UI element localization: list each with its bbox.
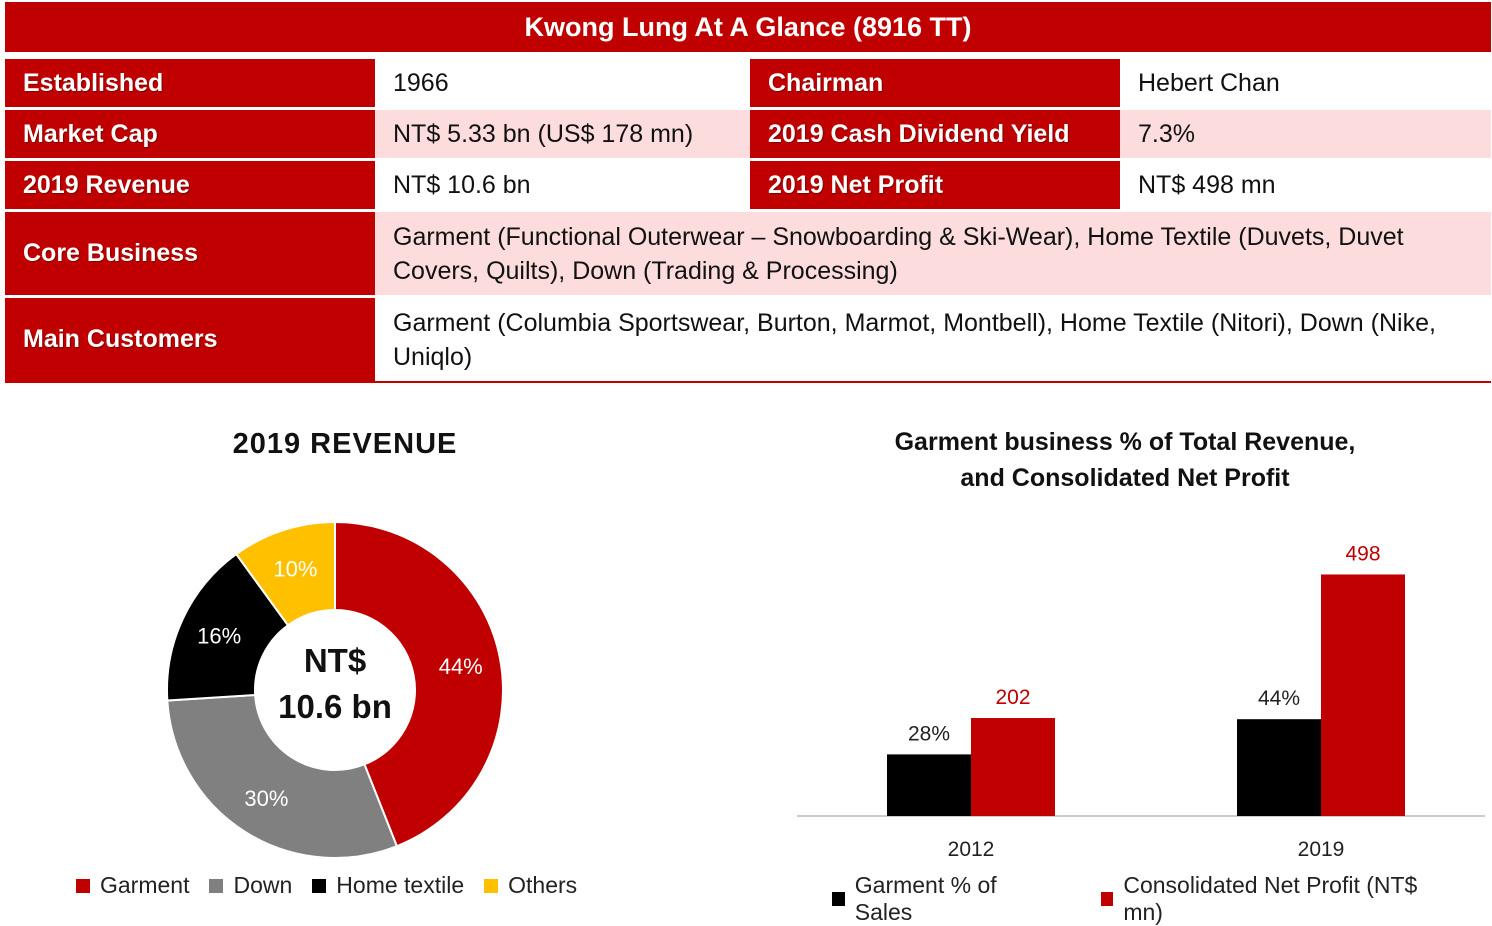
- donut-slice-label: 16%: [197, 624, 241, 649]
- legend-item-others: Others: [484, 872, 577, 899]
- bar-garment-of-sales-2019: [1237, 719, 1321, 816]
- donut-center-label-line1: NT$: [304, 642, 366, 679]
- bar-garment-of-sales-2012: [887, 754, 971, 816]
- garment-profit-bar-chart: 28% 202 2012 44% 498 2019: [797, 542, 1485, 861]
- core-business-value: Garment (Functional Outerwear – Snowboar…: [375, 212, 1491, 295]
- revenue-donut-chart: 44% 30% 16% 10% NT$ 10.6 bn: [166, 520, 504, 859]
- bar-data-label: 44%: [1258, 687, 1300, 710]
- net-profit-label: 2019 Net Profit: [750, 161, 1120, 209]
- x-tick-label: 2019: [1298, 838, 1345, 861]
- legend-swatch: [484, 878, 499, 893]
- legend-label: Others: [508, 872, 578, 898]
- donut-slice-label: 30%: [244, 786, 288, 811]
- chairman-label: Chairman: [750, 59, 1120, 107]
- page-title: Kwong Lung At A Glance (8916 TT): [5, 2, 1491, 52]
- chairman-value: Hebert Chan: [1120, 59, 1491, 107]
- legend-item-home-textile: Home textile: [312, 872, 464, 899]
- legend-label: Home textile: [336, 872, 465, 898]
- table-row: Established 1966 Chairman Hebert Chan: [5, 59, 1491, 107]
- dividend-yield-label: 2019 Cash Dividend Yield: [750, 110, 1120, 158]
- legend-item-garment: Garment: [76, 872, 189, 899]
- bar-consolidated-net-profit-nt-mn-2012: [971, 718, 1055, 816]
- donut-chart-title: 2019 REVENUE: [232, 428, 458, 460]
- x-tick-label: 2012: [948, 838, 995, 861]
- legend-swatch: [76, 878, 90, 893]
- legend-label: Consolidated Net Profit (NT$ mn): [1123, 872, 1418, 925]
- dividend-yield-value: 7.3%: [1120, 110, 1491, 158]
- legend-item-down: Down: [209, 872, 292, 899]
- table-bottom-rule: [5, 381, 1491, 383]
- donut-slice-label: 10%: [273, 556, 317, 581]
- established-label: Established: [5, 59, 375, 107]
- legend-swatch: [832, 892, 845, 906]
- glance-table: Established 1966 Chairman Hebert Chan Ma…: [5, 56, 1491, 384]
- bar-data-label: 498: [1345, 542, 1380, 565]
- table-row: Main Customers Garment (Columbia Sportsw…: [5, 298, 1491, 381]
- bar-chart-title-line1: Garment business % of Total Revenue,: [894, 428, 1356, 456]
- main-customers-value: Garment (Columbia Sportswear, Burton, Ma…: [375, 298, 1491, 381]
- revenue-label: 2019 Revenue: [5, 161, 375, 209]
- core-business-label: Core Business: [5, 212, 375, 295]
- established-value: 1966: [375, 59, 745, 107]
- bar-consolidated-net-profit-nt-mn-2019: [1321, 574, 1405, 816]
- donut-center-label-line2: 10.6 bn: [278, 688, 392, 725]
- bar-chart-title-line2: and Consolidated Net Profit: [960, 464, 1290, 492]
- table-row: Core Business Garment (Functional Outerw…: [5, 212, 1491, 295]
- donut-slice-garment: [334, 520, 504, 848]
- bar-data-label: 28%: [908, 722, 950, 745]
- market-cap-value: NT$ 5.33 bn (US$ 178 mn): [375, 110, 745, 158]
- donut-slice-others: [234, 520, 336, 627]
- legend-label: Garment % of Sales: [854, 872, 997, 925]
- legend-label: Down: [233, 872, 293, 898]
- donut-legend: Garment Down Home textile Others: [76, 872, 597, 899]
- bar-chart-title: Garment business % of Total Revenue, and…: [820, 424, 1430, 496]
- donut-slice-home-textile: [166, 552, 290, 702]
- legend-swatch: [209, 878, 224, 893]
- bar-legend: Garment % of Sales Consolidated Net Profi…: [832, 872, 1492, 926]
- net-profit-value: NT$ 498 mn: [1120, 161, 1491, 209]
- market-cap-label: Market Cap: [5, 110, 375, 158]
- legend-swatch: [312, 878, 327, 893]
- legend-item-consolidated-net-profit-nt-mn: Consolidated Net Profit (NT$ mn): [1100, 872, 1434, 926]
- legend-item-garment-of-sales: Garment % of Sales: [832, 872, 1043, 926]
- table-row: 2019 Revenue NT$ 10.6 bn 2019 Net Profit…: [5, 161, 1491, 209]
- legend-swatch: [1100, 892, 1114, 906]
- main-customers-label: Main Customers: [5, 298, 375, 381]
- bar-data-label: 202: [995, 686, 1030, 709]
- revenue-value: NT$ 10.6 bn: [375, 161, 745, 209]
- table-row: Market Cap NT$ 5.33 bn (US$ 178 mn) 2019…: [5, 110, 1491, 158]
- donut-slice-down: [166, 693, 399, 859]
- legend-label: Garment: [100, 872, 190, 898]
- donut-slice-label: 44%: [439, 654, 483, 679]
